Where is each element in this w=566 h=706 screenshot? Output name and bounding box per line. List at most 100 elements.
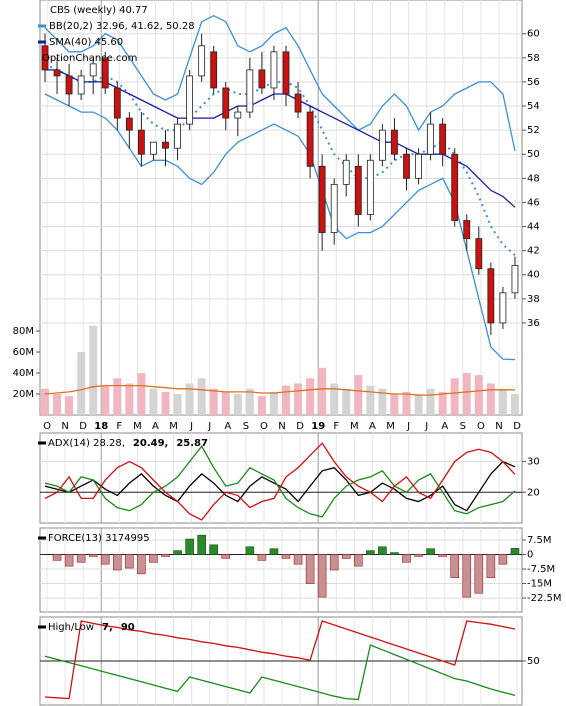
- series-line: [44, 644, 516, 701]
- legend-label: 90: [121, 622, 135, 633]
- bar: [294, 383, 303, 415]
- legend-label: High/Low: [48, 622, 94, 633]
- candle-body: [475, 238, 483, 270]
- candle-body: [427, 123, 435, 155]
- bar: [318, 367, 327, 415]
- bar: [426, 548, 435, 555]
- x-tick-label: M: [350, 421, 359, 432]
- series-line: [44, 460, 516, 512]
- y-tick-label: 60: [527, 29, 540, 40]
- x-tick-label: M: [133, 421, 142, 432]
- bar: [113, 378, 122, 415]
- bar: [245, 546, 255, 555]
- candle-body: [318, 165, 326, 233]
- y-tick-label: 36: [527, 318, 540, 329]
- y-tick-label: -7.5M: [527, 564, 555, 575]
- bar: [282, 385, 290, 415]
- series-line: [44, 445, 516, 518]
- candle-body: [137, 129, 145, 155]
- x-tick-label: M: [386, 421, 395, 432]
- bar: [414, 394, 423, 415]
- y-tick-label: -22.5M: [527, 593, 562, 604]
- x-tick-label: M: [169, 421, 178, 432]
- y-tick-label: 60M: [13, 347, 34, 358]
- bar: [378, 388, 387, 415]
- y-tick-label: 42: [527, 246, 540, 257]
- x-tick-label: D: [79, 421, 87, 432]
- candle-body: [246, 69, 254, 113]
- bar: [390, 552, 399, 555]
- y-tick-label: 58: [527, 53, 540, 64]
- candle-body: [101, 57, 109, 89]
- candle-body: [511, 265, 519, 294]
- bar: [354, 375, 363, 415]
- bar: [41, 388, 49, 415]
- x-tick-label: A: [441, 421, 448, 432]
- chart-title: CBS (weekly) 40.77: [50, 5, 148, 16]
- bar: [173, 394, 182, 415]
- y-tick-label: 7.5M: [527, 535, 552, 546]
- series-line: [44, 14, 516, 152]
- legend-label: ADX(14) 28.28,: [48, 438, 125, 449]
- adx-frame: [39, 432, 523, 524]
- bar: [137, 554, 146, 575]
- bar: [209, 388, 218, 415]
- y-tick-label: 50: [527, 149, 540, 160]
- bar: [342, 388, 351, 415]
- legend-label: 7,: [102, 622, 113, 633]
- bar: [462, 373, 471, 415]
- x-tick-label: O: [260, 421, 268, 432]
- bar: [88, 554, 98, 557]
- y-tick-label: 44: [527, 222, 540, 233]
- bar: [426, 388, 435, 415]
- bar: [269, 548, 279, 555]
- bar: [402, 554, 411, 563]
- y-tick-label: 40: [527, 270, 540, 281]
- bar: [390, 394, 399, 415]
- y-tick-label: 38: [527, 294, 540, 305]
- bar: [378, 546, 387, 555]
- bar: [305, 554, 315, 584]
- bar: [185, 538, 194, 555]
- bar: [101, 385, 110, 415]
- bar: [100, 554, 110, 565]
- bar: [149, 388, 158, 415]
- x-tick-label: A: [369, 421, 376, 432]
- y-tick-label: 0: [527, 550, 533, 561]
- candle-body: [125, 117, 133, 131]
- bar: [438, 554, 447, 557]
- candle-body: [451, 153, 459, 221]
- bar: [366, 550, 375, 555]
- series-line: [44, 93, 516, 361]
- candle-body: [65, 75, 73, 95]
- x-tick-label: F: [116, 421, 122, 432]
- x-tick-label: D: [296, 421, 304, 432]
- bar: [221, 554, 231, 559]
- legend-label: 20.49,: [133, 438, 168, 449]
- bar: [149, 554, 158, 563]
- y-tick-label: 56: [527, 77, 540, 88]
- bar: [197, 534, 206, 555]
- candle-body: [77, 75, 85, 95]
- candle-body: [186, 75, 194, 125]
- x-tick-label: A: [224, 421, 231, 432]
- x-tick-label: S: [460, 421, 466, 432]
- candle-body: [282, 51, 290, 95]
- bar: [113, 554, 122, 571]
- bar: [125, 383, 134, 415]
- legend-label: BB(20,2) 32.96, 41.62, 50.28: [49, 21, 195, 32]
- candle-body: [41, 45, 49, 71]
- candle-body: [150, 141, 157, 155]
- bar: [89, 325, 98, 415]
- y-tick-label: 30: [527, 457, 540, 468]
- bar: [173, 550, 182, 555]
- x-tick-label: 19: [311, 421, 325, 432]
- bar: [414, 554, 423, 557]
- y-tick-label: 20M: [13, 389, 34, 400]
- candle-body: [366, 159, 374, 215]
- x-tick-label: 18: [94, 421, 108, 432]
- bar: [450, 378, 459, 415]
- price-frame: [39, 0, 523, 416]
- candle-body: [258, 69, 266, 89]
